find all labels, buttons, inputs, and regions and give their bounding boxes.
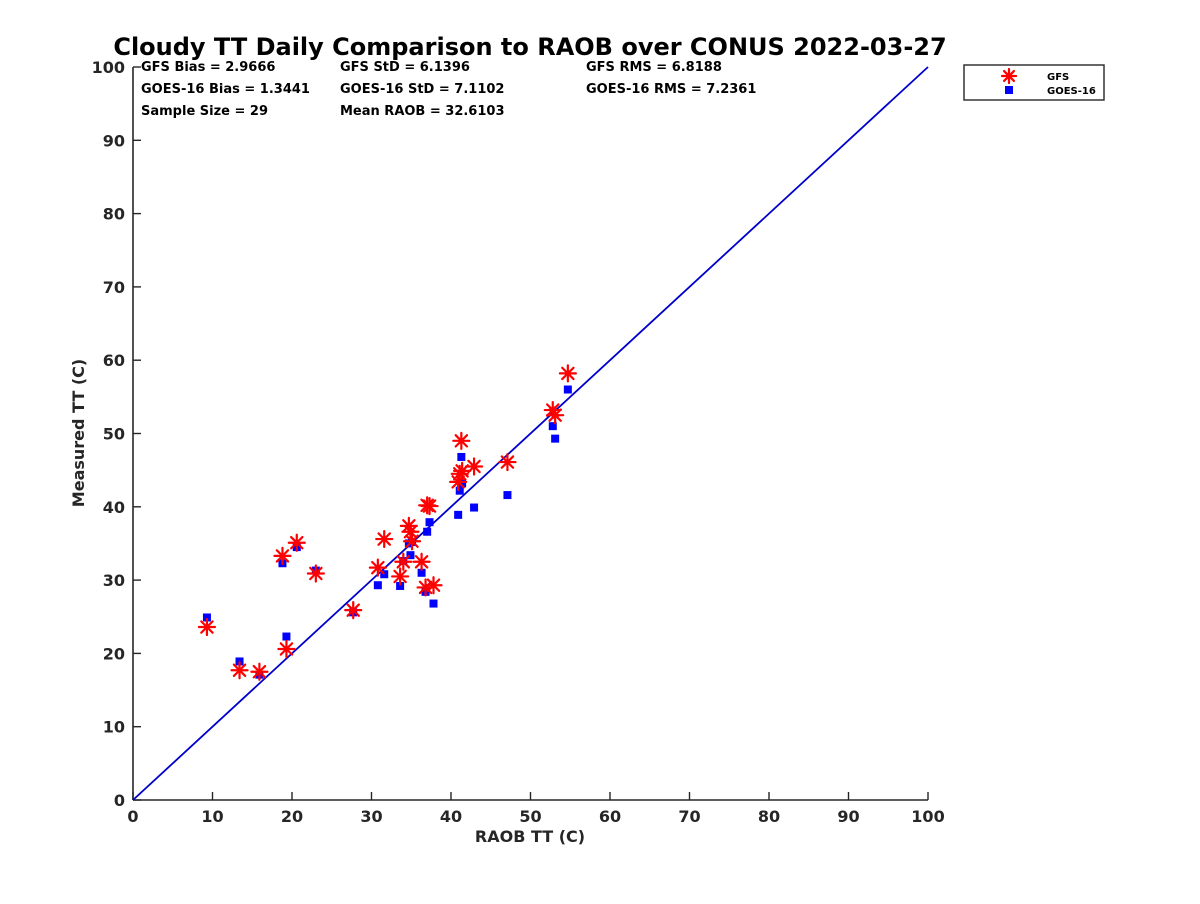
stats-text: GOES-16 Bias = 1.3441 bbox=[141, 82, 310, 97]
legend-box bbox=[963, 64, 1105, 101]
x-tick-label: 80 bbox=[758, 807, 780, 826]
data-point-gfs bbox=[546, 406, 565, 425]
data-point-gfs bbox=[230, 661, 249, 680]
series-goes-16 bbox=[202, 385, 572, 679]
legend: GFS GOES-16 bbox=[963, 64, 1105, 101]
series-gfs bbox=[197, 364, 577, 681]
data-point-goes-16 bbox=[396, 581, 405, 590]
data-point-goes-16 bbox=[380, 570, 389, 579]
x-tick-label: 60 bbox=[599, 807, 621, 826]
data-point-gfs bbox=[375, 529, 394, 549]
x-tick-label: 0 bbox=[127, 807, 138, 826]
chart-title: Cloudy TT Daily Comparison to RAOB over … bbox=[113, 33, 946, 61]
data-point-goes-16 bbox=[373, 581, 382, 590]
y-tick-label: 20 bbox=[103, 644, 125, 663]
x-tick-label: 20 bbox=[281, 807, 303, 826]
x-tick-label: 90 bbox=[837, 807, 859, 826]
data-point-gfs bbox=[464, 457, 484, 476]
x-axis-label: RAOB TT (C) bbox=[475, 827, 585, 846]
data-point-gfs bbox=[394, 552, 413, 571]
data-point-gfs bbox=[306, 564, 325, 583]
data-point-gfs bbox=[558, 364, 577, 383]
data-point-goes-16 bbox=[282, 632, 291, 641]
x-tick-label: 100 bbox=[911, 807, 944, 826]
data-point-gfs bbox=[420, 496, 439, 516]
one-to-one-reference-line bbox=[132, 66, 929, 801]
y-tick-label: 0 bbox=[114, 791, 125, 810]
y-tick-label: 40 bbox=[103, 498, 125, 517]
data-point-gfs bbox=[453, 461, 472, 480]
x-tick-label: 70 bbox=[678, 807, 700, 826]
stats-text: GFS StD = 6.1396 bbox=[340, 60, 470, 75]
data-point-goes-16 bbox=[423, 527, 432, 536]
data-point-goes-16 bbox=[458, 479, 467, 488]
data-point-goes-16 bbox=[470, 503, 479, 512]
data-point-gfs bbox=[273, 546, 292, 566]
y-tick-label: 60 bbox=[103, 351, 125, 370]
y-tick-label: 10 bbox=[103, 718, 125, 737]
data-point-goes-16 bbox=[563, 385, 572, 394]
data-point-goes-16 bbox=[457, 452, 466, 461]
data-point-gfs bbox=[277, 639, 296, 659]
legend-marker-goes-16 bbox=[1005, 86, 1013, 94]
data-point-goes-16 bbox=[455, 486, 464, 495]
data-point-gfs bbox=[412, 552, 431, 571]
legend-label-gfs: GFS bbox=[1047, 72, 1069, 83]
data-point-goes-16 bbox=[503, 491, 512, 500]
data-point-gfs bbox=[424, 576, 443, 595]
stats-text: Mean RAOB = 32.6103 bbox=[340, 104, 505, 119]
data-point-gfs bbox=[287, 533, 306, 552]
data-point-gfs bbox=[498, 452, 517, 472]
data-point-gfs bbox=[452, 431, 471, 450]
y-tick-label: 50 bbox=[103, 425, 125, 444]
y-tick-label: 90 bbox=[103, 131, 125, 150]
stats-text: Sample Size = 29 bbox=[141, 104, 268, 119]
legend-label-goes-16: GOES-16 bbox=[1047, 86, 1096, 97]
data-point-goes-16 bbox=[551, 434, 560, 443]
x-tick-label: 30 bbox=[360, 807, 382, 826]
y-axis-label: Measured TT (C) bbox=[69, 359, 88, 507]
data-point-gfs bbox=[344, 601, 363, 620]
stats-text: GFS Bias = 2.9666 bbox=[141, 60, 275, 75]
data-point-gfs bbox=[368, 558, 387, 577]
data-point-gfs bbox=[391, 567, 410, 586]
stats-text: GOES-16 RMS = 7.2361 bbox=[586, 82, 756, 97]
y-tick-label: 70 bbox=[103, 278, 125, 297]
data-point-goes-16 bbox=[425, 518, 434, 527]
y-tick-label: 100 bbox=[92, 58, 125, 77]
x-tick-label: 50 bbox=[519, 807, 541, 826]
data-point-goes-16 bbox=[454, 510, 463, 519]
stats-text: GFS RMS = 6.8188 bbox=[586, 60, 722, 75]
y-tick-label: 30 bbox=[103, 571, 125, 590]
y-tick-label: 80 bbox=[103, 205, 125, 224]
data-point-goes-16 bbox=[429, 599, 438, 608]
x-tick-label: 10 bbox=[201, 807, 223, 826]
data-point-goes-16 bbox=[202, 613, 211, 622]
data-point-goes-16 bbox=[406, 551, 415, 560]
stats-text: GOES-16 StD = 7.1102 bbox=[340, 82, 504, 97]
data-point-goes-16 bbox=[548, 422, 557, 431]
legend-marker-gfs bbox=[1000, 67, 1018, 85]
data-point-gfs bbox=[197, 617, 217, 637]
plot-area: 0 10 20 30 40 50 60 70 80 90 100 0 10 20 30 40 50 60 70 80 9… bbox=[92, 58, 945, 826]
x-tick-label: 40 bbox=[440, 807, 462, 826]
data-point-gfs bbox=[402, 532, 422, 551]
data-point-goes-16 bbox=[417, 568, 426, 577]
data-point-gfs bbox=[250, 662, 269, 681]
